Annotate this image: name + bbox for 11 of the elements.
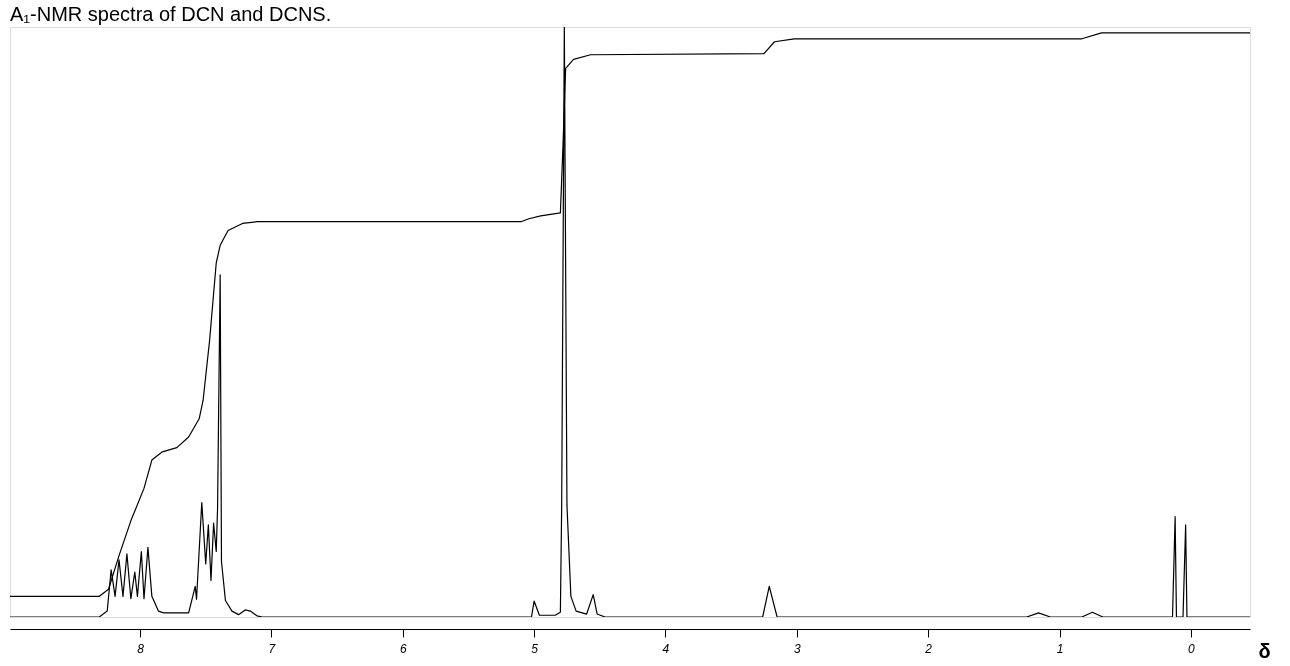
x-tick-label: 1 bbox=[1056, 641, 1064, 656]
x-tick-label: 3 bbox=[793, 641, 801, 656]
x-tick-label: 8 bbox=[137, 641, 145, 656]
x-tick-label: 4 bbox=[662, 641, 670, 656]
chart-title: A₁-NMR spectra of DCN and DCNS. bbox=[10, 3, 332, 25]
x-tick-label: 6 bbox=[399, 641, 407, 656]
x-tick-label: 5 bbox=[531, 641, 539, 656]
x-tick-label: 2 bbox=[924, 641, 933, 656]
x-axis-title: δ bbox=[1258, 639, 1271, 662]
x-tick-label: 0 bbox=[1188, 641, 1196, 656]
x-tick-label: 7 bbox=[268, 641, 277, 656]
